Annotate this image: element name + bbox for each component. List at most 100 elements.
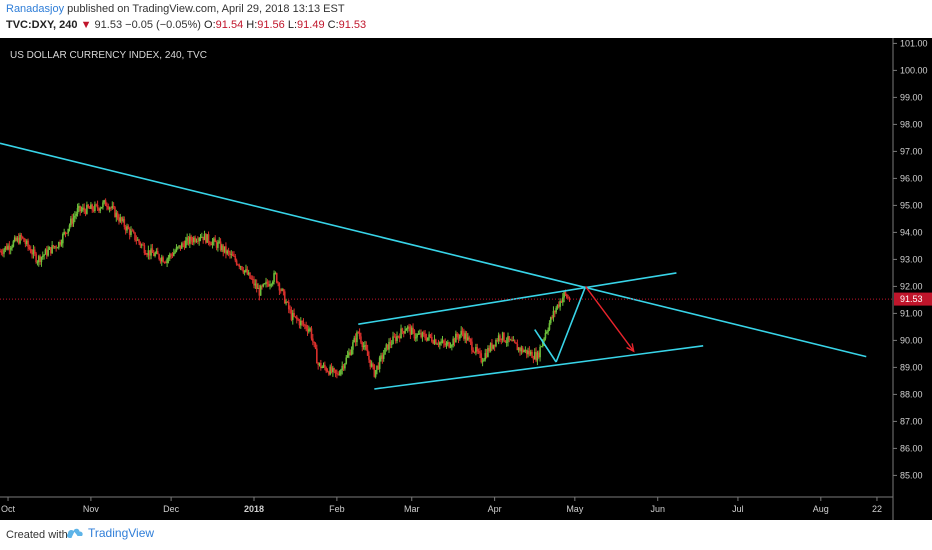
candle-body: [32, 249, 35, 255]
candle-body: [386, 344, 389, 350]
candle-body: [404, 330, 406, 334]
candle-body: [241, 266, 243, 270]
trendline-channel-upper[interactable]: [358, 272, 677, 325]
candle-body: [172, 252, 175, 256]
candle-body: [52, 245, 55, 248]
candle-body: [545, 331, 548, 334]
candle-body: [551, 317, 553, 319]
y-tick-label: 88.00: [900, 389, 923, 399]
candle-body: [176, 246, 179, 248]
candle-body: [58, 242, 60, 248]
candle-body: [178, 245, 180, 247]
symbol-label: TVC:DXY, 240: [6, 19, 78, 31]
candle-body: [238, 264, 241, 267]
candle-body: [102, 202, 104, 208]
candle-body: [233, 255, 235, 257]
candle-body: [563, 291, 565, 298]
candle-body: [150, 248, 152, 256]
candle-body: [99, 208, 102, 211]
candle-body: [447, 342, 449, 344]
candle-body: [495, 340, 497, 347]
candle-body: [63, 231, 65, 234]
candle-body: [103, 200, 106, 203]
candle-body: [86, 204, 88, 214]
candle-body: [225, 246, 227, 254]
chart-area[interactable]: US DOLLAR CURRENCY INDEX, 240, TVC 85.00…: [0, 38, 932, 520]
candle-body: [309, 328, 311, 330]
candle-body: [143, 245, 146, 253]
candle-body: [321, 366, 323, 369]
candle-body: [372, 363, 374, 366]
price-axis[interactable]: 85.00 86.00 87.00 88.00 89.00 90.00 91.00 92.00…: [893, 38, 928, 480]
candle-body: [285, 301, 287, 304]
price-chart[interactable]: US DOLLAR CURRENCY INDEX, 240, TVC 85.00…: [0, 38, 932, 520]
tradingview-brand[interactable]: TradingView: [66, 526, 154, 540]
candle-body: [531, 351, 533, 358]
candle-body: [229, 252, 231, 255]
candle-body: [140, 244, 143, 246]
x-tick-label: Jun: [650, 504, 665, 514]
open-label: O:: [204, 19, 216, 31]
y-tick-label: 97.00: [900, 146, 923, 156]
y-tick-label: 100.00: [900, 65, 928, 75]
y-tick-label: 89.00: [900, 362, 923, 372]
candle-body: [273, 273, 275, 282]
time-axis[interactable]: Oct Nov Dec 2018 Feb Mar Apr May Jun Jul Aug 22: [1, 497, 882, 514]
trendline-flag-left[interactable]: [534, 329, 557, 363]
trendline-flag-right[interactable]: [555, 286, 587, 363]
candle-body: [249, 272, 251, 279]
candle-body: [516, 343, 519, 351]
candle-body: [332, 368, 334, 373]
candle-body: [377, 365, 380, 369]
candle-body: [206, 234, 209, 243]
candle-body: [24, 241, 27, 245]
candle-body: [123, 219, 126, 227]
candle-body: [436, 344, 438, 345]
trendline-channel-lower[interactable]: [374, 345, 704, 390]
low-label: L:: [287, 19, 298, 31]
candle-body: [394, 336, 397, 342]
y-tick-label: 92.00: [900, 281, 923, 291]
candle-body: [267, 283, 270, 287]
projection-arrow-head: [626, 343, 635, 353]
candle-body: [202, 236, 204, 241]
candle-body: [481, 361, 484, 363]
y-tick-label: 94.00: [900, 227, 923, 237]
candle-body: [480, 353, 483, 363]
candle-body: [261, 285, 263, 287]
trendline-long-term-downtrend[interactable]: [0, 142, 867, 358]
candle-body: [15, 237, 17, 241]
candle-body: [226, 250, 229, 254]
candle-body: [152, 252, 155, 256]
candle-body: [459, 334, 461, 339]
y-tick-label: 86.00: [900, 443, 923, 453]
candle-body: [221, 245, 223, 251]
candle-body: [475, 346, 477, 353]
candle-body: [59, 242, 61, 245]
candle-body: [396, 335, 398, 342]
candle-body: [366, 349, 369, 356]
candle-body: [418, 333, 421, 335]
candle-body: [356, 332, 358, 343]
candle-body: [255, 283, 258, 289]
candle-body: [110, 207, 112, 209]
candle-body: [251, 278, 254, 280]
candle-body: [218, 241, 221, 243]
projection-arrow-shaft[interactable]: [584, 285, 635, 352]
y-tick-label: 85.00: [900, 470, 923, 480]
x-tick-label: Feb: [329, 504, 345, 514]
candle-body: [301, 320, 303, 323]
candle-body: [135, 240, 138, 241]
chart-footer: Created with TradingView: [0, 520, 932, 550]
candle-body: [222, 245, 225, 252]
x-tick-label: Aug: [813, 504, 829, 514]
x-tick-label: Jul: [732, 504, 744, 514]
candle-body: [39, 256, 41, 263]
author-link[interactable]: Ranadasjoy: [6, 3, 65, 15]
candle-body: [398, 336, 401, 339]
candle-body: [71, 218, 73, 224]
candle-body: [388, 341, 390, 350]
candle-body: [246, 269, 249, 275]
candle-body: [239, 266, 242, 268]
x-tick-label: May: [566, 504, 584, 514]
